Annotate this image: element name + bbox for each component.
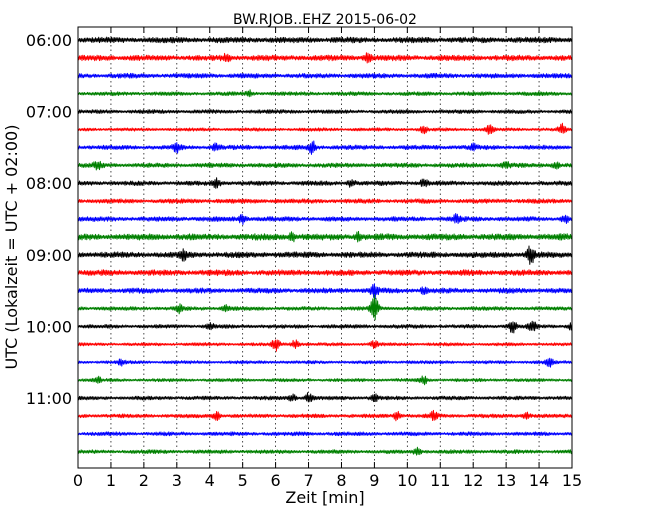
traces [77, 36, 573, 456]
trace-line [77, 320, 573, 334]
trace-line [77, 245, 573, 265]
y-axis-label: UTC (Lokalzeit = UTC + 02:00) [2, 125, 21, 370]
x-axis: 0 1 2 3 4 5 6 7 8 9 10 11 12 13 14 15 [73, 27, 582, 490]
y-tick-label: 10:00 [26, 317, 72, 336]
x-tick-label: 4 [205, 471, 215, 490]
x-tick-label: 3 [172, 471, 182, 490]
y-tick-label: 07:00 [26, 103, 72, 122]
trace-line [77, 446, 573, 456]
trace-line [77, 89, 573, 98]
grid-lines [110, 27, 540, 468]
x-tick-label: 13 [496, 471, 516, 490]
trace-line [77, 409, 573, 422]
trace-line [77, 375, 573, 386]
x-tick-label: 12 [463, 471, 483, 490]
y-tick-label: 08:00 [26, 174, 72, 193]
trace-line [77, 122, 573, 135]
trace-line [77, 198, 573, 204]
chart-title: BW.RJOB..EHZ 2015-06-02 [233, 12, 417, 28]
trace-line [77, 52, 573, 64]
x-tick-label: 9 [369, 471, 379, 490]
trace-line [77, 72, 573, 79]
trace-line [77, 140, 573, 155]
trace-line [77, 230, 573, 243]
trace-line [77, 160, 573, 171]
x-tick-label: 2 [139, 471, 149, 490]
trace-line [77, 357, 573, 368]
plot-frame [77, 26, 573, 469]
y-axis: 06:00 07:00 08:00 09:00 10:00 11:00 [26, 31, 572, 408]
trace-line [77, 294, 573, 321]
x-tick-label: 6 [271, 471, 281, 490]
trace-line [77, 339, 573, 352]
x-axis-label: Zeit [min] [285, 488, 364, 507]
x-tick-label: 11 [430, 471, 450, 490]
trace-line [77, 36, 573, 44]
trace-line [77, 269, 573, 277]
trace-line [77, 283, 573, 300]
y-tick-label: 09:00 [26, 246, 72, 265]
trace-line [77, 109, 573, 114]
x-tick-label: 15 [562, 471, 582, 490]
trace-line [77, 392, 573, 403]
trace-line [77, 431, 573, 437]
x-tick-label: 1 [106, 471, 116, 490]
x-tick-label: 7 [303, 471, 313, 490]
y-tick-label: 11:00 [26, 389, 72, 408]
trace-line [77, 177, 573, 189]
y-tick-label: 06:00 [26, 31, 72, 50]
x-tick-label: 5 [238, 471, 248, 490]
x-tick-label: 8 [336, 471, 346, 490]
trace-line [77, 213, 573, 225]
x-tick-label: 0 [73, 471, 83, 490]
x-tick-label: 10 [397, 471, 417, 490]
x-tick-label: 14 [529, 471, 549, 490]
